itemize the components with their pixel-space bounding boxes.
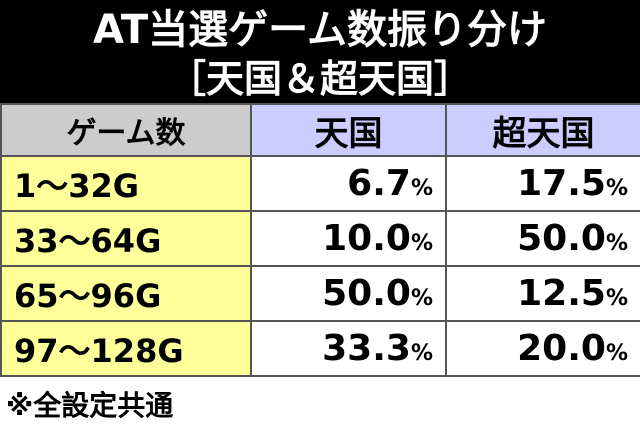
column-header: 天国 [250,103,447,157]
value-unit: % [605,231,628,256]
value-unit: % [410,176,433,201]
row-label: 1～32G [0,155,252,212]
subtitle: ［天国＆超天国］ [167,57,472,101]
column-header: ゲーム数 [0,103,252,157]
value-cell: 50.0% [250,265,447,322]
table: ゲーム数 天国 超天国 1～32G 6.7% 17.5% 33～64G 10.0% 50.0%… [0,103,640,377]
footnote: ※全設定共通 [6,389,174,422]
value-number: 20.0 [517,328,606,369]
table-row: 33～64G 10.0% 50.0% [0,210,640,267]
value-cell: 17.5% [445,155,640,212]
table-row: 1～32G 6.7% 17.5% [0,155,640,212]
value-unit: % [605,176,628,201]
value-number: 50.0 [322,273,411,314]
value-cell: 12.5% [445,265,640,322]
value-cell: 50.0% [445,210,640,267]
value-cell: 20.0% [445,320,640,377]
value-number: 50.0 [517,218,606,259]
table-row: 97～128G 33.3% 20.0% [0,320,640,377]
value-number: 17.5 [517,163,606,204]
value-unit: % [410,341,433,366]
value-number: 6.7 [347,163,411,204]
value-cell: 10.0% [250,210,447,267]
header-row: ゲーム数 天国 超天国 [0,103,640,157]
value-unit: % [605,341,628,366]
value-cell: 6.7% [250,155,447,212]
value-number: 33.3 [322,328,411,369]
value-number: 10.0 [322,218,411,259]
row-label: 97～128G [0,320,252,377]
value-unit: % [410,286,433,311]
value-cell: 33.3% [250,320,447,377]
row-label: 65～96G [0,265,252,322]
column-header: 超天国 [445,103,640,157]
table-row: 65～96G 50.0% 12.5% [0,265,640,322]
value-unit: % [605,286,628,311]
title: AT当選ゲーム数振り分け [93,7,547,53]
value-unit: % [410,231,433,256]
row-label: 33～64G [0,210,252,267]
value-number: 12.5 [517,273,606,314]
header: AT当選ゲーム数振り分け ［天国＆超天国］ [0,0,640,103]
table-body: 1～32G 6.7% 17.5% 33～64G 10.0% 50.0% 65～96G 50.0… [0,155,640,377]
